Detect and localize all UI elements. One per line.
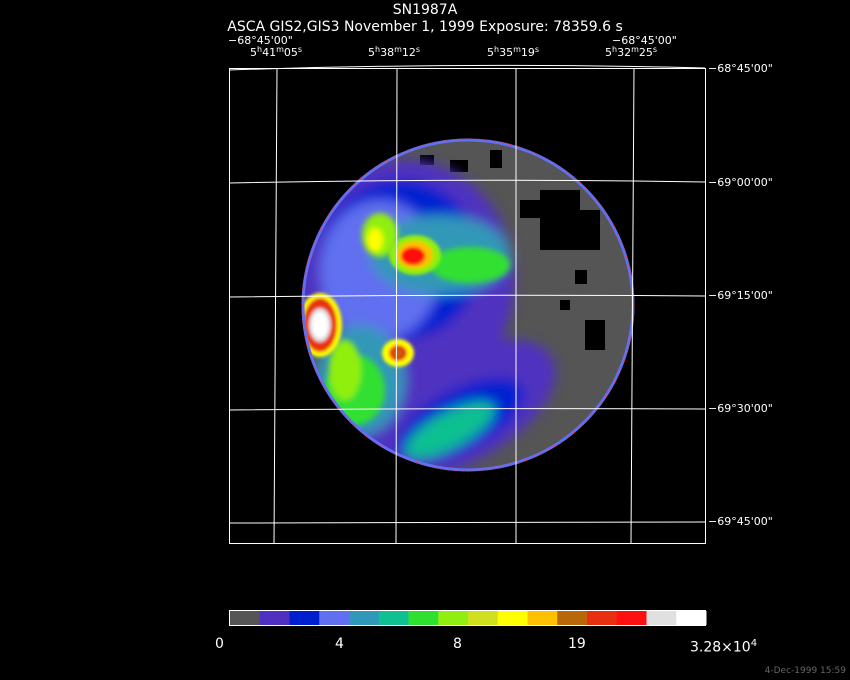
colorbar-swatch (468, 611, 499, 625)
colorbar-swatch (230, 611, 261, 625)
corner-dec-label-left: −68°45'00" (228, 34, 293, 47)
colorbar-swatch (378, 611, 409, 625)
colorbar (230, 611, 707, 625)
colorbar-swatch (587, 611, 618, 625)
coordinate-grid (228, 64, 706, 544)
colorbar-label-2: 8 (453, 636, 462, 652)
plot-subtitle: ASCA GIS2,GIS3 November 1, 1999 Exposure… (227, 19, 623, 35)
colorbar-label-3: 19 (568, 636, 586, 652)
colorbar-swatch (408, 611, 439, 625)
corner-dec-label-right: −68°45'00" (612, 34, 677, 47)
dec-label-4: −69°30'00" (708, 402, 773, 415)
colorbar-label-max: 3.28×104 (690, 638, 758, 656)
colorbar-swatch (616, 611, 647, 625)
timestamp: 4-Dec-1999 15:59 (764, 666, 846, 676)
colorbar-swatch (259, 611, 290, 625)
colorbar-swatch (676, 611, 707, 625)
plot-title: SN1987A (392, 2, 458, 18)
ra-label-3: 5h35m19s (487, 45, 540, 59)
colorbar-swatch (438, 611, 469, 625)
ra-label-2: 5h38m12s (368, 45, 421, 59)
colorbar-swatch (557, 611, 588, 625)
ra-label-4: 5h32m25s (605, 45, 658, 59)
detector-rim-speckle (301, 138, 635, 472)
colorbar-label-1: 4 (335, 636, 344, 652)
colorbar-swatch (527, 611, 558, 625)
dec-label-2: −69°00'00" (708, 176, 773, 189)
dec-label-3: −69°15'00" (708, 289, 773, 302)
colorbar-swatch (289, 611, 320, 625)
colorbar-swatch (646, 611, 677, 625)
dec-label-5: −69°45'00" (708, 515, 773, 528)
colorbar-swatch (319, 611, 350, 625)
colorbar-frame (229, 610, 706, 626)
colorbar-swatch (349, 611, 380, 625)
detector-field (303, 140, 633, 470)
colorbar-label-0: 0 (215, 636, 224, 652)
colorbar-swatch (497, 611, 528, 625)
dec-label-1: −68°45'00" (708, 62, 773, 75)
ra-label-1: 5h41m05s (250, 45, 303, 59)
